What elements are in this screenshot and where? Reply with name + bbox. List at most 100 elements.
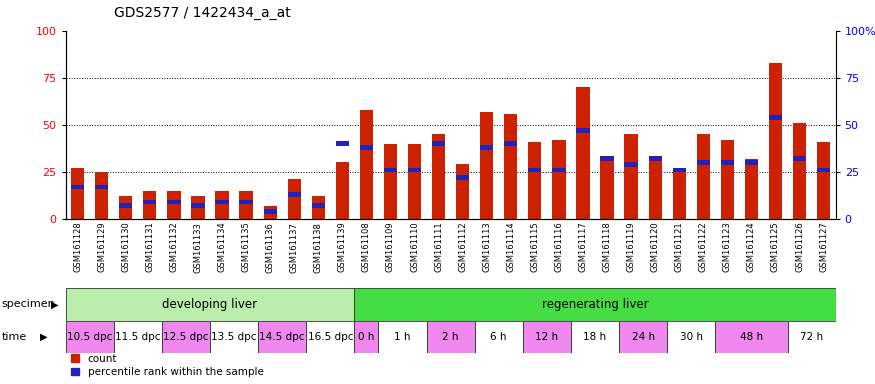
- Bar: [793, 156, 806, 161]
- Bar: [504, 114, 517, 219]
- Bar: [215, 200, 228, 204]
- Bar: [215, 191, 228, 219]
- Bar: [620, 321, 668, 353]
- Bar: [379, 321, 427, 353]
- Bar: [144, 191, 157, 219]
- Bar: [817, 142, 830, 219]
- Bar: [354, 288, 836, 321]
- Bar: [571, 321, 620, 353]
- Bar: [769, 63, 782, 219]
- Bar: [745, 160, 758, 165]
- Text: 30 h: 30 h: [680, 332, 703, 342]
- Bar: [673, 167, 686, 172]
- Text: 16.5 dpc: 16.5 dpc: [308, 332, 354, 342]
- Bar: [625, 162, 638, 167]
- Bar: [384, 167, 397, 172]
- Bar: [769, 115, 782, 120]
- Bar: [456, 164, 469, 219]
- Bar: [71, 185, 84, 189]
- Bar: [552, 140, 565, 219]
- Bar: [673, 172, 686, 219]
- Bar: [600, 159, 613, 219]
- Bar: [360, 110, 373, 219]
- Bar: [354, 321, 379, 353]
- Bar: [721, 140, 734, 219]
- Bar: [408, 144, 421, 219]
- Text: 18 h: 18 h: [584, 332, 606, 342]
- Bar: [114, 321, 162, 353]
- Bar: [71, 168, 84, 219]
- Bar: [210, 321, 258, 353]
- Bar: [427, 321, 475, 353]
- Bar: [288, 179, 301, 219]
- Bar: [240, 191, 253, 219]
- Bar: [528, 142, 542, 219]
- Bar: [263, 206, 276, 219]
- Bar: [66, 288, 354, 321]
- Bar: [336, 162, 349, 219]
- Bar: [119, 196, 132, 219]
- Bar: [716, 321, 788, 353]
- Bar: [480, 145, 494, 150]
- Bar: [360, 145, 373, 150]
- Bar: [745, 159, 758, 219]
- Bar: [793, 123, 806, 219]
- Bar: [167, 200, 180, 204]
- Bar: [95, 185, 108, 189]
- Bar: [336, 141, 349, 146]
- Legend: count, percentile rank within the sample: count, percentile rank within the sample: [71, 354, 263, 377]
- Bar: [721, 160, 734, 165]
- Text: 1 h: 1 h: [395, 332, 410, 342]
- Text: time: time: [2, 332, 27, 342]
- Text: GDS2577 / 1422434_a_at: GDS2577 / 1422434_a_at: [114, 6, 290, 20]
- Bar: [240, 200, 253, 204]
- Text: ▶: ▶: [40, 332, 48, 342]
- Bar: [528, 167, 542, 172]
- Text: 72 h: 72 h: [800, 332, 823, 342]
- Bar: [192, 204, 205, 208]
- Text: 13.5 dpc: 13.5 dpc: [212, 332, 257, 342]
- Bar: [144, 200, 157, 204]
- Text: developing liver: developing liver: [163, 298, 257, 311]
- Text: 6 h: 6 h: [491, 332, 507, 342]
- Bar: [312, 196, 325, 219]
- Bar: [577, 128, 590, 133]
- Bar: [312, 204, 325, 208]
- Text: specimen: specimen: [2, 299, 55, 310]
- Bar: [306, 321, 354, 353]
- Bar: [432, 141, 445, 146]
- Bar: [456, 175, 469, 180]
- Bar: [788, 321, 836, 353]
- Text: 2 h: 2 h: [443, 332, 458, 342]
- Bar: [817, 167, 830, 172]
- Text: 12 h: 12 h: [536, 332, 558, 342]
- Bar: [625, 134, 638, 219]
- Bar: [475, 321, 523, 353]
- Bar: [696, 160, 710, 165]
- Bar: [95, 172, 108, 219]
- Bar: [119, 204, 132, 208]
- Text: 14.5 dpc: 14.5 dpc: [260, 332, 305, 342]
- Text: 12.5 dpc: 12.5 dpc: [164, 332, 209, 342]
- Bar: [192, 196, 205, 219]
- Bar: [384, 144, 397, 219]
- Text: 48 h: 48 h: [740, 332, 763, 342]
- Bar: [523, 321, 571, 353]
- Bar: [288, 192, 301, 197]
- Bar: [258, 321, 306, 353]
- Text: 11.5 dpc: 11.5 dpc: [116, 332, 161, 342]
- Bar: [66, 321, 114, 353]
- Text: 0 h: 0 h: [358, 332, 374, 342]
- Bar: [504, 141, 517, 146]
- Text: 10.5 dpc: 10.5 dpc: [67, 332, 112, 342]
- Bar: [167, 191, 180, 219]
- Bar: [648, 159, 662, 219]
- Bar: [668, 321, 716, 353]
- Bar: [600, 156, 613, 161]
- Bar: [162, 321, 210, 353]
- Bar: [432, 134, 445, 219]
- Bar: [577, 87, 590, 219]
- Bar: [408, 167, 421, 172]
- Bar: [648, 156, 662, 161]
- Bar: [480, 112, 494, 219]
